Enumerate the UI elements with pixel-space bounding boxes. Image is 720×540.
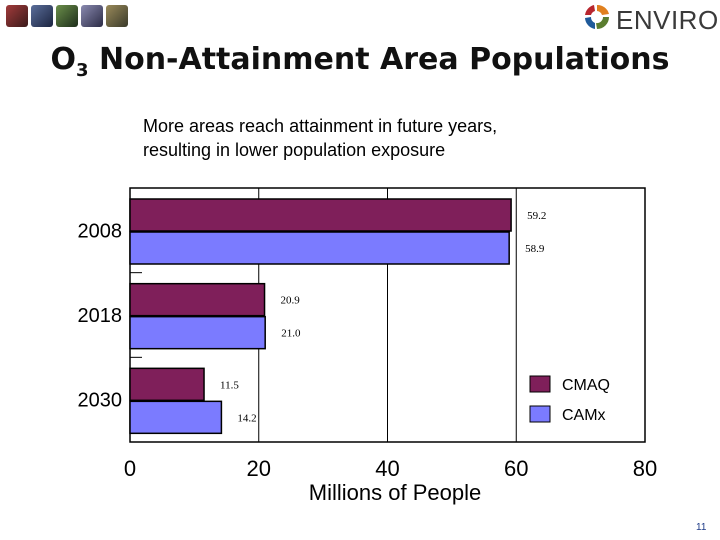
data-label-cmaq-2018: 20.9: [281, 295, 301, 307]
car-thumb-icon: [81, 5, 103, 27]
legend-label-camx: CAMx: [562, 407, 606, 424]
x-axis-label: Millions of People: [309, 480, 481, 505]
category-label-2030: 2030: [78, 390, 123, 412]
bar-camx-2030: [129, 400, 223, 435]
page-title: O3 Non-Attainment Area Populations: [50, 42, 670, 81]
legend-swatch-camx: [529, 405, 551, 423]
environ-logo-icon: [585, 4, 609, 29]
map-thumb-icon: [106, 5, 128, 27]
chart-subtitle: More areas reach attainment in future ye…: [143, 114, 497, 162]
subtitle-line-1: More areas reach attainment in future ye…: [143, 116, 498, 136]
data-label-camx-2018: 21.0: [281, 328, 301, 340]
bar-camx-2008: [129, 231, 510, 265]
slide-number: 11: [696, 522, 707, 533]
data-label-camx-2008: 58.9: [525, 243, 545, 255]
legend-swatch-cmaq: [529, 375, 551, 393]
category-label-2008: 2008: [78, 220, 123, 242]
data-label-cmaq-2008: 59.2: [527, 210, 546, 222]
data-label-cmaq-2030: 11.5: [220, 379, 239, 391]
bar-cmaq-2018: [129, 282, 266, 317]
satellite-thumb-icon: [31, 5, 53, 27]
bar-cmaq-2008: [129, 198, 512, 232]
x-tick-label: 0: [124, 456, 136, 481]
bar-camx-2018: [129, 315, 266, 350]
subtitle-line-2: resulting in lower population exposure: [143, 140, 446, 160]
x-tick-label: 80: [633, 456, 657, 481]
legend-label-cmaq: CMAQ: [562, 377, 610, 394]
environ-logo: ENVIRON: [582, 2, 720, 35]
data-label-camx-2030: 14.2: [237, 412, 256, 424]
logo-text: ENVIRON: [616, 5, 720, 35]
category-label-2018: 2018: [78, 305, 123, 327]
bar-cmaq-2030: [129, 367, 205, 402]
bar-chart: 2008 59.2 58.9 2018 20.9 21.0 2030 11.5 14.2 0 20 4…: [78, 187, 657, 505]
plant-thumb-icon: [56, 5, 78, 27]
x-tick-label: 60: [504, 456, 528, 481]
header-thumbnails: [6, 5, 128, 27]
globe-thumb-icon: [6, 5, 28, 27]
x-tick-label: 20: [247, 456, 271, 481]
x-tick-label: 40: [375, 456, 399, 481]
